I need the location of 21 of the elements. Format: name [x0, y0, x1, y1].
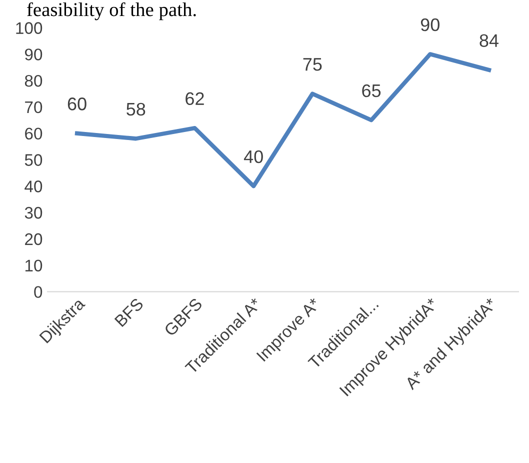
- y-tick-label: 30: [24, 206, 42, 219]
- data-label: 40: [244, 150, 263, 164]
- data-label: 60: [68, 98, 86, 110]
- data-label: 62: [186, 92, 204, 106]
- y-tick-label: 60: [25, 128, 42, 140]
- y-tick-label: 100: [16, 22, 42, 34]
- y-tick-label: 0: [34, 286, 42, 298]
- data-label: 65: [362, 84, 381, 98]
- y-tick-label: 50: [24, 154, 42, 166]
- data-label: 90: [420, 18, 440, 32]
- y-tick-label: 80: [24, 74, 42, 87]
- data-label: 84: [480, 34, 499, 47]
- y-tick-label: 70: [25, 101, 42, 114]
- y-tick-label: 90: [24, 48, 42, 60]
- data-label: 58: [126, 102, 146, 116]
- y-tick-label: 20: [25, 233, 42, 246]
- text: feasibility of the path.: [27, 2, 196, 20]
- y-tick-label: 40: [24, 180, 42, 192]
- y-tick-label: 10: [25, 260, 42, 272]
- data-label: 75: [303, 58, 322, 71]
- x-tick-label: BFS: [114, 297, 144, 328]
